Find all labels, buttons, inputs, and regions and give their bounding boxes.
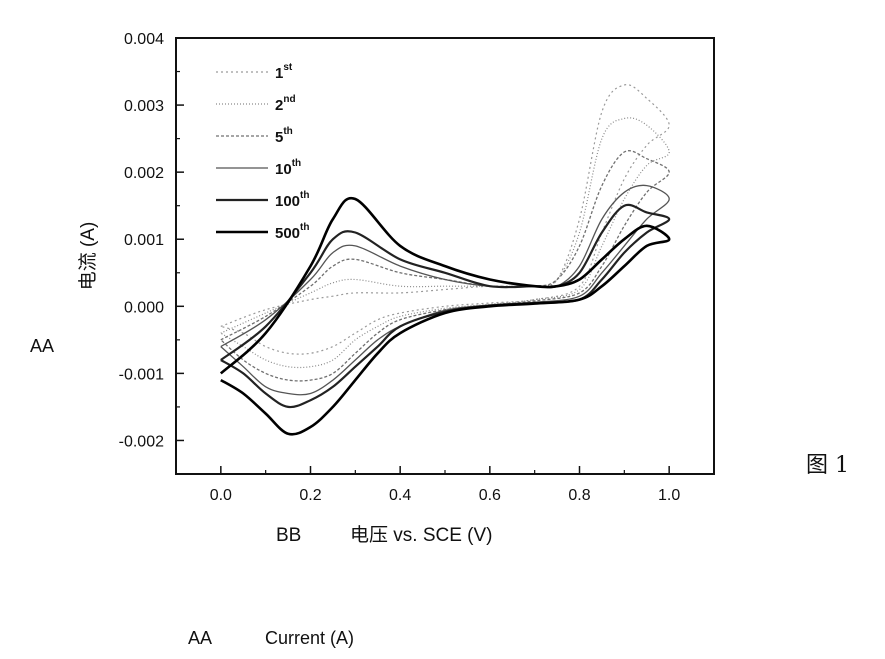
figure-label: 图 1 (806, 453, 849, 478)
y-tick-label: -0.001 (119, 366, 164, 383)
series-line-5th (220, 150, 670, 382)
x-tick-label: 0.4 (389, 487, 411, 504)
caption-key: AA (188, 628, 213, 648)
y-tick-label: 0.000 (124, 299, 164, 316)
caption-text: Current (A) (265, 628, 355, 648)
y-axis-title: 电流 (A) (77, 222, 99, 291)
y-tick-label: 0.002 (124, 165, 164, 182)
x-tick-label: 0.2 (299, 487, 321, 504)
chart-legend: 1st 2nd 5th 10th 100th 500th (216, 62, 309, 242)
legend-label-500th: 500th (275, 222, 309, 242)
x-tick-label: 0.0 (210, 487, 232, 504)
series-line-10th (220, 184, 670, 396)
y-axis-ticks: -0.002 -0.001 0.000 0.001 0.002 0.003 0.004 (119, 31, 184, 450)
legend-label-2nd: 2nd (275, 94, 296, 114)
chart-series (219, 84, 671, 436)
legend-label-100th: 100th (275, 190, 309, 210)
series-line-100th (220, 203, 671, 409)
y-tick-label: 0.004 (124, 31, 164, 48)
x-tick-label: 0.8 (568, 487, 590, 504)
series-line-500th (219, 196, 671, 436)
x-tick-label: 0.6 (479, 487, 501, 504)
side-label: AA (30, 336, 54, 356)
x-axis-ticks: 0.0 0.2 0.4 0.6 0.8 1.0 (210, 466, 680, 504)
y-tick-label: 0.001 (124, 232, 164, 249)
y-tick-label: -0.002 (119, 433, 164, 450)
legend-label-10th: 10th (275, 158, 301, 178)
series-line-2nd (220, 117, 670, 369)
x-axis-title: 电压 vs. SCE (V) (350, 524, 493, 546)
legend-label-5th: 5th (275, 126, 293, 146)
x-tick-label: 1.0 (658, 487, 680, 504)
y-tick-label: 0.003 (124, 98, 164, 115)
legend-label-1st: 1st (275, 62, 293, 82)
x-axis-prefix: BB (276, 525, 301, 546)
